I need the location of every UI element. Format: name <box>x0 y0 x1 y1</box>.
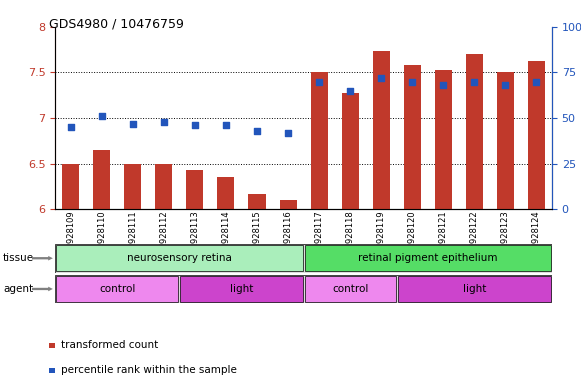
Bar <box>62 164 79 209</box>
Bar <box>217 177 235 209</box>
Text: light: light <box>462 284 486 294</box>
Bar <box>180 276 303 302</box>
Point <box>128 121 138 127</box>
Text: percentile rank within the sample: percentile rank within the sample <box>62 365 237 375</box>
Bar <box>397 276 551 302</box>
Text: control: control <box>332 284 368 294</box>
Text: GDS4980 / 10476759: GDS4980 / 10476759 <box>49 17 184 30</box>
Point <box>501 82 510 88</box>
Bar <box>249 194 266 209</box>
Point <box>190 122 199 129</box>
Bar <box>279 200 296 209</box>
Bar <box>342 93 358 209</box>
Point <box>532 79 541 85</box>
Bar <box>93 150 110 209</box>
Bar <box>304 245 551 271</box>
Text: control: control <box>99 284 135 294</box>
Bar <box>466 54 483 209</box>
Bar <box>56 276 178 302</box>
Text: neurosensory retina: neurosensory retina <box>127 253 232 263</box>
Bar <box>497 73 514 209</box>
Point <box>159 119 168 125</box>
Bar <box>56 245 303 271</box>
Text: transformed count: transformed count <box>62 340 159 350</box>
Bar <box>155 164 173 209</box>
Point <box>346 88 355 94</box>
Point <box>284 130 293 136</box>
Bar <box>435 70 452 209</box>
Point <box>97 113 106 119</box>
Bar <box>404 65 421 209</box>
Text: agent: agent <box>3 284 33 294</box>
Text: tissue: tissue <box>3 253 34 263</box>
Bar <box>311 73 328 209</box>
Bar <box>124 164 141 209</box>
Text: retinal pigment epithelium: retinal pigment epithelium <box>358 253 497 263</box>
Point <box>221 122 231 129</box>
Point <box>439 82 448 88</box>
Point <box>314 79 324 85</box>
Point <box>66 124 76 130</box>
Point <box>252 128 261 134</box>
Point <box>376 75 386 81</box>
Point <box>408 79 417 85</box>
Text: light: light <box>230 284 253 294</box>
Point <box>469 79 479 85</box>
Bar <box>187 170 203 209</box>
Bar <box>304 276 396 302</box>
Bar <box>528 61 545 209</box>
Bar <box>372 51 390 209</box>
